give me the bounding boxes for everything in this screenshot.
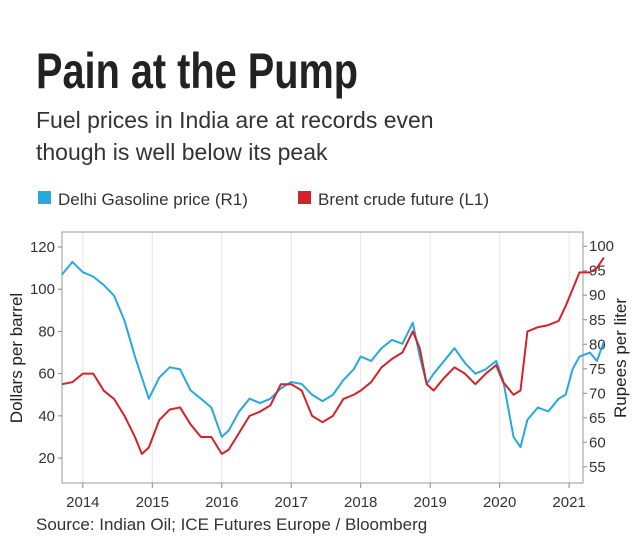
x-tick-label: 2020 <box>483 494 516 511</box>
y-tick-label: 20 <box>38 450 55 467</box>
y-axis-label: Dollars per barrel <box>7 293 26 423</box>
y2-tick-label: 85 <box>589 312 606 329</box>
y2-tick-label: 95 <box>589 263 606 280</box>
y2-tick-label: 55 <box>589 459 606 476</box>
y2-tick-label: 60 <box>589 434 606 451</box>
subtitle: Fuel prices in India are at records even <box>36 107 434 133</box>
legend-label: Brent crude future (L1) <box>318 190 489 209</box>
x-tick-label: 2015 <box>136 494 169 511</box>
legend-swatch <box>38 191 51 204</box>
x-tick-label: 2014 <box>66 494 99 511</box>
y2-tick-label: 100 <box>589 238 614 255</box>
x-tick-label: 2021 <box>552 494 585 511</box>
x-tick-label: 2017 <box>275 494 308 511</box>
legend-swatch <box>298 191 311 204</box>
source: Source: Indian Oil; ICE Futures Europe /… <box>36 515 427 534</box>
y-tick-label: 60 <box>38 366 55 383</box>
x-tick-label: 2018 <box>344 494 377 511</box>
y2-tick-label: 65 <box>589 410 606 427</box>
subtitle: though is well below its peak <box>36 139 328 165</box>
y2-tick-label: 70 <box>589 385 606 402</box>
chart-title: Pain at the Pump <box>36 43 358 99</box>
series-line <box>61 256 605 455</box>
x-tick-label: 2016 <box>205 494 238 511</box>
y2-tick-label: 75 <box>589 361 606 378</box>
legend-label: Delhi Gasoline price (R1) <box>58 190 248 209</box>
y2-axis-label: Rupees per liter <box>611 298 630 418</box>
y-tick-label: 120 <box>30 239 55 256</box>
y-tick-label: 100 <box>30 281 55 298</box>
x-tick-label: 2019 <box>413 494 446 511</box>
y-tick-label: 40 <box>38 408 55 425</box>
plot-frame <box>61 231 584 484</box>
series-line <box>61 260 605 449</box>
y2-tick-label: 90 <box>589 287 606 304</box>
y-tick-label: 80 <box>38 323 55 340</box>
